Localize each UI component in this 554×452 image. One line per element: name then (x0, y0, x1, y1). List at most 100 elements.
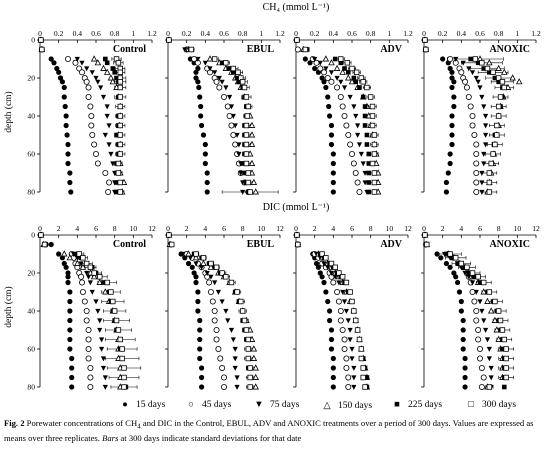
data-point-open-circle (207, 288, 214, 295)
data-point-filled-down-triangle (475, 79, 481, 85)
x-tick-label: 2 (185, 224, 189, 233)
data-point-open-up-triangle (480, 288, 487, 295)
data-point-open-square (328, 260, 335, 267)
data-point-filled-circle (195, 308, 201, 314)
data-point-filled-square (73, 251, 78, 257)
data-point-open-square (117, 189, 123, 195)
data-point-filled-down-triangle (488, 365, 494, 371)
x-tick-label: 1 (131, 29, 135, 38)
data-point-filled-down-triangle (84, 66, 90, 72)
data-point-filled-square (366, 170, 372, 176)
data-point-open-square (495, 308, 502, 314)
data-point-filled-circle (325, 94, 331, 100)
data-point-open-square (108, 289, 114, 295)
data-point-open-circle (215, 345, 222, 352)
data-point-open-square (360, 374, 366, 381)
data-point-open-square (117, 113, 123, 119)
x-tick-label: 0.2 (54, 29, 64, 38)
data-point-filled-down-triangle (195, 56, 201, 62)
data-point-open-square (424, 241, 430, 248)
data-point-filled-circle (312, 65, 318, 72)
data-point-open-square (244, 113, 251, 119)
data-point-filled-square (114, 132, 119, 138)
data-point-open-up-triangle (248, 131, 256, 138)
x-tick-label: 0.6 (219, 29, 229, 38)
data-point-open-circle (87, 364, 94, 371)
data-point-open-square (371, 141, 378, 148)
data-point-open-square (497, 317, 504, 324)
data-point-open-up-triangle (487, 307, 495, 314)
data-point-filled-down-triangle (486, 346, 492, 352)
data-point-open-square (356, 336, 363, 343)
data-point-filled-circle (449, 122, 455, 129)
data-point-filled-down-triangle (362, 170, 368, 176)
data-point-open-circle (320, 69, 327, 76)
data-point-open-circle (341, 345, 348, 352)
data-point-filled-circle (438, 255, 444, 261)
data-point-filled-down-triangle (466, 274, 472, 280)
data-point-open-square (239, 308, 246, 314)
data-point-open-square (371, 151, 378, 157)
data-point-open-square (234, 289, 240, 295)
data-point-open-square (364, 84, 370, 91)
data-point-filled-down-triangle (481, 104, 487, 110)
data-point-filled-down-triangle (74, 255, 80, 261)
panel-title: ANOXIC (489, 44, 530, 55)
data-point-open-circle (85, 336, 92, 343)
data-point-open-square (117, 141, 123, 148)
data-point-open-up-triangle (100, 64, 107, 71)
x-tick-label: 8 (113, 224, 117, 233)
data-point-open-up-triangle (248, 140, 256, 147)
data-point-open-square (503, 346, 509, 352)
data-point-filled-square (114, 189, 119, 195)
data-point-open-square (247, 365, 253, 371)
data-point-filled-circle (327, 308, 333, 314)
data-point-filled-circle (328, 141, 335, 148)
data-point-filled-square (366, 180, 372, 185)
data-point-filled-down-triangle (85, 274, 92, 280)
data-point-open-circle (473, 188, 480, 195)
legend-label: 75 days (270, 400, 300, 410)
data-point-filled-circle (451, 103, 457, 110)
data-point-open-square (349, 65, 355, 72)
data-point-filled-square (236, 79, 242, 85)
data-point-filled-down-triangle (232, 123, 238, 129)
data-point-open-square (110, 298, 116, 305)
data-point-open-square (223, 60, 229, 66)
x-tick-label: 4 (331, 224, 335, 233)
data-point-open-square (501, 84, 507, 91)
data-point-filled-circle (61, 94, 67, 100)
data-point-filled-circle (460, 336, 466, 343)
data-point-filled-circle (319, 274, 325, 280)
data-point-open-up-triangle (501, 68, 508, 75)
data-point-open-circle (85, 326, 92, 333)
data-point-filled-down-triangle (355, 132, 361, 138)
data-point-filled-down-triangle (347, 337, 353, 343)
top-axis-label: CH₄ (mmol L⁻¹) (263, 2, 330, 13)
x-tick-label: 0.8 (494, 29, 504, 38)
data-point-filled-down-triangle (338, 79, 344, 85)
data-point-open-square (464, 264, 470, 270)
data-point-open-circle (476, 355, 483, 362)
data-point-filled-square (500, 346, 505, 352)
data-point-open-square (344, 60, 351, 66)
data-point-filled-circle (196, 84, 202, 91)
data-point-open-square (495, 113, 502, 119)
data-point-filled-circle (65, 141, 71, 148)
data-point-filled-down-triangle (100, 356, 107, 362)
data-point-open-square (501, 336, 507, 343)
x-tick-label: 6 (94, 224, 98, 233)
data-point-filled-square (364, 132, 370, 138)
data-point-open-square (423, 46, 429, 53)
data-point-filled-down-triangle (234, 384, 240, 390)
data-point-open-square (422, 37, 428, 43)
data-point-open-circle (220, 374, 227, 381)
data-point-open-circle (478, 383, 485, 390)
data-point-open-square (245, 179, 251, 186)
data-point-open-square (230, 65, 237, 72)
data-point-filled-down-triangle (207, 66, 213, 72)
data-point-filled-circle (449, 84, 455, 91)
data-point-filled-down-triangle (336, 280, 342, 286)
